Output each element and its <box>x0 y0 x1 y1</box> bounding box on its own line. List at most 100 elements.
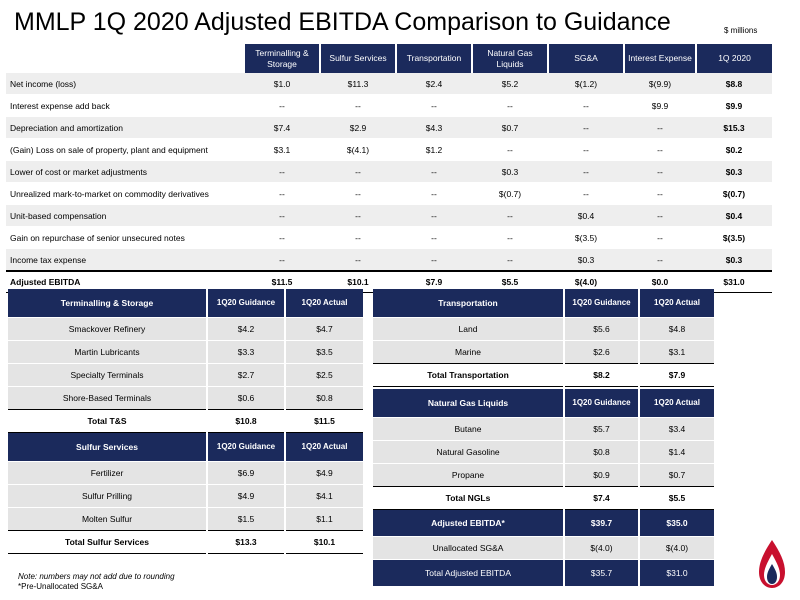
table-row: Smackover Refinery $4.2 $4.7 <box>8 317 363 341</box>
guidance-value: $3.3 <box>206 340 285 364</box>
row-value: -- <box>548 116 624 139</box>
table-row: Unrealized mark-to-market on commodity d… <box>6 182 772 205</box>
table-row: Propane $0.9 $0.7 <box>373 463 714 487</box>
row-value: -- <box>396 182 472 205</box>
actual-header: 1Q20 Actual <box>284 433 363 462</box>
row-label: Interest expense add back <box>6 94 244 117</box>
row-value: -- <box>624 226 696 249</box>
row-label: Income tax expense <box>6 248 244 272</box>
column-header: Natural Gas Liquids <box>471 44 548 73</box>
column-header: SG&A <box>547 44 624 73</box>
row-value: -- <box>472 226 548 249</box>
footnote: Note: numbers may not add due to roundin… <box>18 572 175 592</box>
guidance-value: $8.2 <box>563 363 639 387</box>
row-label: Propane <box>373 463 564 487</box>
guidance-value: $1.5 <box>206 507 285 531</box>
table-row: (Gain) Loss on sale of property, plant a… <box>6 138 772 161</box>
row-label: Specialty Terminals <box>8 363 207 387</box>
row-value: $2.9 <box>320 116 396 139</box>
row-label: Total NGLs <box>373 486 564 510</box>
row-label: Shore-Based Terminals <box>8 386 207 410</box>
table-row: Fertilizer $6.9 $4.9 <box>8 461 363 485</box>
row-value: $9.9 <box>624 94 696 117</box>
guidance-value: $0.6 <box>206 386 285 410</box>
row-value: -- <box>320 248 396 272</box>
row-label: Net income (loss) <box>6 73 244 95</box>
section-header: Transportation <box>438 298 498 308</box>
row-value: -- <box>396 204 472 227</box>
guidance-header: 1Q20 Guidance <box>206 289 285 318</box>
total-row: Total Sulfur Services $13.3 $10.1 <box>8 530 363 554</box>
adjusted-ebitda-row: Adjusted EBITDA* $39.7 $35.0 <box>373 509 714 537</box>
asterisk-note: *Pre-Unallocated SG&A <box>18 582 103 591</box>
row-value: -- <box>244 248 320 272</box>
row-value: -- <box>396 226 472 249</box>
guidance-value: $6.9 <box>206 461 285 485</box>
actual-value: $1.4 <box>638 440 714 464</box>
actual-header: 1Q20 Actual <box>638 389 714 418</box>
guidance-value: $35.7 <box>563 559 639 586</box>
row-value: $0.3 <box>548 248 624 272</box>
row-value: -- <box>320 182 396 205</box>
guidance-value: $39.7 <box>563 509 639 537</box>
row-value: $0.7 <box>472 116 548 139</box>
row-label: Butane <box>373 417 564 441</box>
row-value: $0.0 <box>624 270 696 293</box>
row-value: $4.3 <box>396 116 472 139</box>
actual-value: $4.1 <box>284 484 363 508</box>
row-label: Molten Sulfur <box>8 507 207 531</box>
row-label: Sulfur Prilling <box>8 484 207 508</box>
total-row: Total T&S $10.8 $11.5 <box>8 409 363 433</box>
table-row: Land $5.6 $4.8 <box>373 317 714 341</box>
actual-value: $(4.0) <box>638 536 714 560</box>
column-header: Interest Expense <box>623 44 696 73</box>
row-label: Fertilizer <box>8 461 207 485</box>
section-header: Terminalling & Storage <box>60 298 154 308</box>
row-value: $1.2 <box>396 138 472 161</box>
row-value: $(0.7) <box>696 182 772 205</box>
row-value: $5.5 <box>472 270 548 293</box>
table-row: Sulfur Prilling $4.9 $4.1 <box>8 484 363 508</box>
row-value: -- <box>396 248 472 272</box>
row-value: -- <box>396 94 472 117</box>
column-header: Sulfur Services <box>319 44 396 73</box>
actual-value: $3.5 <box>284 340 363 364</box>
row-value: $7.4 <box>244 116 320 139</box>
row-value: $9.9 <box>696 94 772 117</box>
guidance-value: $2.7 <box>206 363 285 387</box>
transportation-table: Transportation 1Q20 Guidance 1Q20 Actual… <box>373 289 714 387</box>
row-value: -- <box>624 204 696 227</box>
row-value: -- <box>472 94 548 117</box>
header-blank <box>6 44 244 73</box>
actual-value: $3.4 <box>638 417 714 441</box>
row-value: $(1.2) <box>548 73 624 95</box>
row-label: Total Adjusted EBITDA <box>373 559 564 586</box>
row-value: $0.3 <box>696 248 772 272</box>
row-value: -- <box>244 160 320 183</box>
table-row: Martin Lubricants $3.3 $3.5 <box>8 340 363 364</box>
guidance-value: $13.3 <box>206 530 285 554</box>
row-value: -- <box>244 204 320 227</box>
adjusted-ebitda-row: Adjusted EBITDA $11.5 $10.1 $7.9 $5.5 $(4.0) $… <box>6 270 772 293</box>
row-value: -- <box>624 116 696 139</box>
row-value: -- <box>624 138 696 161</box>
guidance-value: $5.6 <box>563 317 639 341</box>
row-value: -- <box>624 182 696 205</box>
column-header: Transportation <box>395 44 472 73</box>
actual-value: $7.9 <box>638 363 714 387</box>
actual-value: $0.8 <box>284 386 363 410</box>
row-value: $0.3 <box>696 160 772 183</box>
row-value: -- <box>548 182 624 205</box>
row-value: -- <box>548 138 624 161</box>
row-value: -- <box>320 160 396 183</box>
row-label: Unallocated SG&A <box>373 536 564 560</box>
row-label: Marine <box>373 340 564 364</box>
sulfur-table: Sulfur Services 1Q20 Guidance 1Q20 Actua… <box>8 433 363 554</box>
table-row: Gain on repurchase of senior unsecured n… <box>6 226 772 249</box>
guidance-value: $0.9 <box>563 463 639 487</box>
row-value: $0.4 <box>696 204 772 227</box>
row-label: Martin Lubricants <box>8 340 207 364</box>
row-value: $(4.0) <box>548 270 624 293</box>
actual-value: $31.0 <box>638 559 714 586</box>
row-label: Adjusted EBITDA* <box>373 509 564 537</box>
